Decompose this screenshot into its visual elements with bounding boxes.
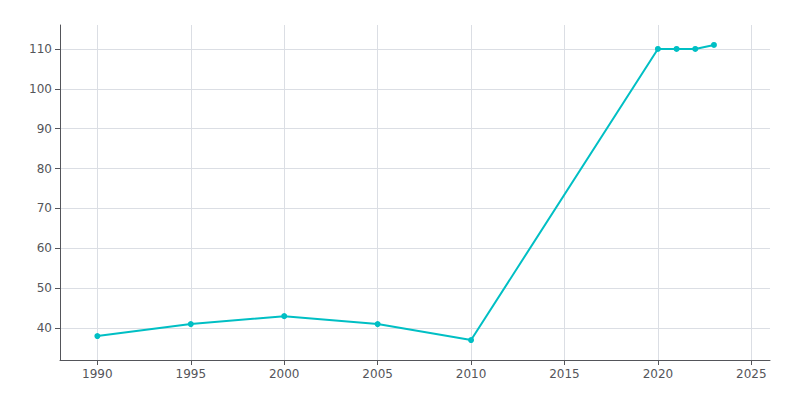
svg-text:50: 50 xyxy=(37,281,52,295)
svg-text:2000: 2000 xyxy=(269,367,300,381)
svg-text:2025: 2025 xyxy=(736,367,767,381)
svg-text:110: 110 xyxy=(29,42,52,56)
svg-text:2015: 2015 xyxy=(549,367,580,381)
svg-text:100: 100 xyxy=(29,82,52,96)
svg-text:60: 60 xyxy=(37,241,52,255)
svg-text:80: 80 xyxy=(37,162,52,176)
svg-text:90: 90 xyxy=(37,122,52,136)
svg-text:1990: 1990 xyxy=(82,367,113,381)
svg-text:2005: 2005 xyxy=(362,367,393,381)
svg-text:2010: 2010 xyxy=(456,367,487,381)
svg-text:70: 70 xyxy=(37,201,52,215)
svg-text:2020: 2020 xyxy=(643,367,674,381)
svg-text:1995: 1995 xyxy=(176,367,207,381)
svg-text:40: 40 xyxy=(37,321,52,335)
